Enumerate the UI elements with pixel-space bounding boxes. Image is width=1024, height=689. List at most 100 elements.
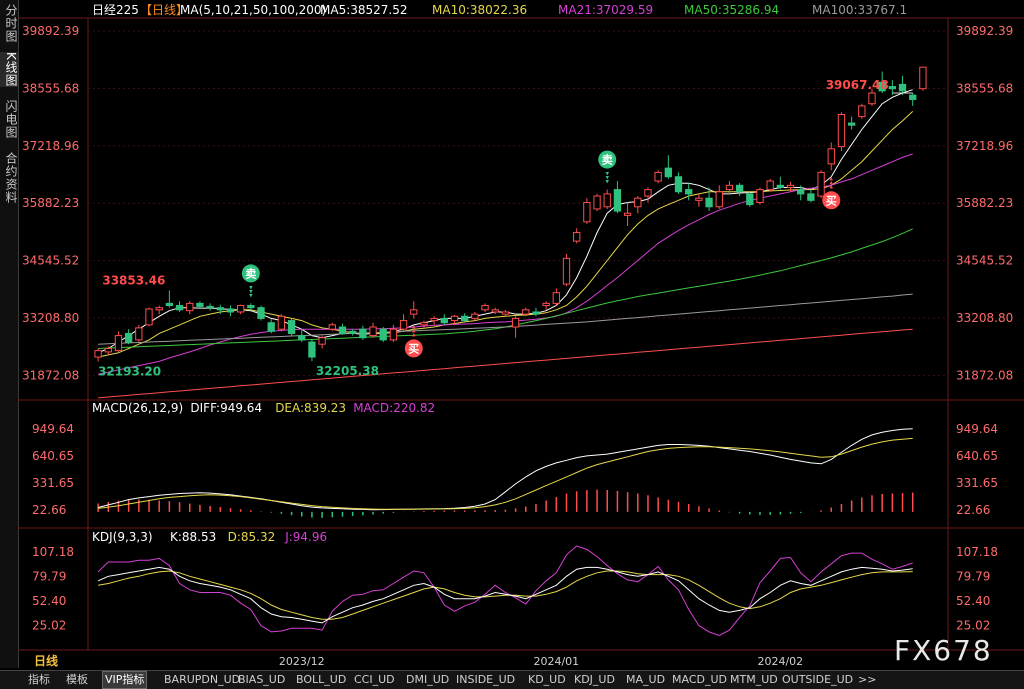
buy-signal-marker[interactable]	[822, 191, 841, 210]
candle-up	[328, 324, 336, 330]
sell-arrow: ▾	[249, 291, 253, 299]
price-tick-right: 37218.96	[956, 139, 1013, 153]
main-header-item: 日经225	[92, 3, 139, 17]
candle-up	[450, 315, 459, 322]
kdj-j-line	[97, 545, 913, 637]
bottom-tab-0[interactable]: 指标	[28, 673, 50, 686]
bottom-tab-4[interactable]: BIAS_UD	[238, 673, 286, 686]
candle-down	[359, 328, 367, 339]
candles	[94, 66, 927, 362]
ma50-line	[98, 228, 913, 349]
candle-down	[847, 122, 856, 126]
macd-tick-right: 331.65	[956, 476, 998, 490]
candle-up	[756, 189, 764, 203]
candle-up	[786, 184, 795, 188]
bottom-tab-12[interactable]: MACD_UD	[672, 673, 727, 686]
kdj-tick-right: 79.79	[956, 570, 990, 584]
candle-down	[797, 189, 805, 195]
candle-down	[461, 315, 469, 322]
sell-signal-marker[interactable]	[241, 264, 260, 283]
tab-kline-chart[interactable]: K线图	[0, 52, 18, 87]
price-tick-right: 39892.39	[956, 24, 1013, 38]
bottom-tab-9[interactable]: KD_UD	[528, 673, 566, 686]
price-annotations: 33853.46 32193.20 32205.38 39067.48	[98, 78, 913, 379]
main-header-item: MA5:38527.52	[320, 3, 408, 17]
buy-signal-marker[interactable]	[404, 339, 423, 358]
candle-down	[878, 81, 886, 92]
annotation-high-right: 39067.48	[826, 78, 889, 92]
kdj-tick-left: 107.18	[32, 545, 74, 559]
macd-tick-right: 640.65	[956, 449, 998, 463]
bottom-tab-5[interactable]: BOLL_UD	[296, 673, 347, 686]
macd-header-item: DIFF:949.64	[190, 401, 262, 415]
candle-down	[247, 305, 255, 309]
date-label: 2024/01	[533, 655, 579, 668]
bottom-tab-3[interactable]: BARUPDN_UD	[164, 673, 241, 686]
candle-up	[94, 350, 102, 358]
buy-signal-label: 买	[826, 194, 837, 207]
price-tick-right: 31872.08	[956, 368, 1013, 382]
bottom-tab-7[interactable]: DMI_UD	[406, 673, 450, 686]
candle-down	[532, 311, 540, 315]
candle-up	[766, 180, 774, 191]
price-tick-right: 33208.80	[956, 311, 1013, 325]
macd-tick-left: 22.66	[32, 503, 66, 517]
axis-labels: 39892.39 39892.39 38555.68 38555.68 37218.96…	[22, 24, 1013, 668]
candle-up	[817, 171, 825, 197]
ma100-line	[98, 293, 913, 345]
bottom-tab-15[interactable]: >>	[858, 673, 877, 686]
macd-tick-right: 22.66	[956, 503, 990, 517]
trade-signals: 卖▾▾▾买▴▴▴卖▾▾▾买▴▴▴	[241, 150, 841, 358]
candle-down	[664, 167, 672, 178]
price-tick-left: 34545.52	[22, 254, 79, 268]
date-label: 2024/02	[757, 655, 803, 668]
buy-arrow: ▴	[412, 326, 416, 334]
candle-up	[410, 309, 418, 315]
bottom-tab-10[interactable]: KDJ_UD	[574, 673, 615, 686]
price-tick-left: 37218.96	[22, 139, 79, 153]
candle-up	[868, 92, 876, 105]
kdj-d-line	[98, 570, 913, 620]
candle-up	[369, 326, 377, 337]
bottom-tab-11[interactable]: MA_UD	[626, 673, 666, 686]
candle-up	[501, 311, 510, 315]
kdj-tick-right: 107.18	[956, 545, 998, 559]
candle-down	[440, 317, 448, 324]
candle-down	[379, 328, 387, 341]
candle-down	[298, 335, 306, 341]
macd-tick-right: 949.64	[956, 422, 998, 436]
bottom-tab-1[interactable]: 模板	[66, 673, 88, 686]
candle-up	[145, 308, 153, 326]
bottom-tab-14[interactable]: OUTSIDE_UD	[782, 673, 854, 686]
bottom-tab-6[interactable]: CCI_UD	[354, 673, 395, 686]
main-header-item: MA50:35286.94	[684, 3, 779, 17]
main-header-item: 【日线】	[140, 3, 188, 17]
candle-up	[593, 195, 601, 210]
bottom-tab-13[interactable]: MTM_UD	[730, 673, 778, 686]
candle-up	[277, 315, 286, 330]
bottom-tab-2[interactable]: VIP指标	[102, 671, 148, 689]
sell-arrow: ▾	[605, 170, 609, 178]
sell-signal-marker[interactable]	[598, 150, 617, 169]
price-tick-left: 35882.23	[22, 196, 79, 210]
tab-contract-info[interactable]: 合约资料	[4, 152, 18, 204]
candle-down	[349, 330, 357, 334]
candle-down	[267, 322, 275, 332]
candle-down	[735, 184, 744, 193]
candle-down	[175, 305, 184, 311]
kdj-header-item: D:85.32	[228, 530, 276, 544]
kdj-tick-left: 79.79	[32, 570, 66, 584]
macd-header-item: DEA:839.23	[275, 401, 346, 415]
price-tick-left: 38555.68	[22, 81, 79, 95]
candle-up	[186, 302, 194, 312]
kdj-panel	[97, 545, 913, 637]
sell-signal-label: 卖	[245, 266, 256, 280]
bottom-tab-8[interactable]: INSIDE_UD	[456, 673, 516, 686]
tab-flash-chart[interactable]: 闪电图	[4, 100, 18, 139]
tab-time-chart[interactable]: 分时图	[4, 4, 18, 43]
candle-up	[420, 322, 428, 326]
price-tick-left: 31872.08	[22, 368, 79, 382]
indicator-headers: 日经225 【日线】MA(5,10,21,50,100,200)MA5:38527…	[92, 3, 907, 544]
kdj-header-item: K:88.53	[170, 530, 216, 544]
